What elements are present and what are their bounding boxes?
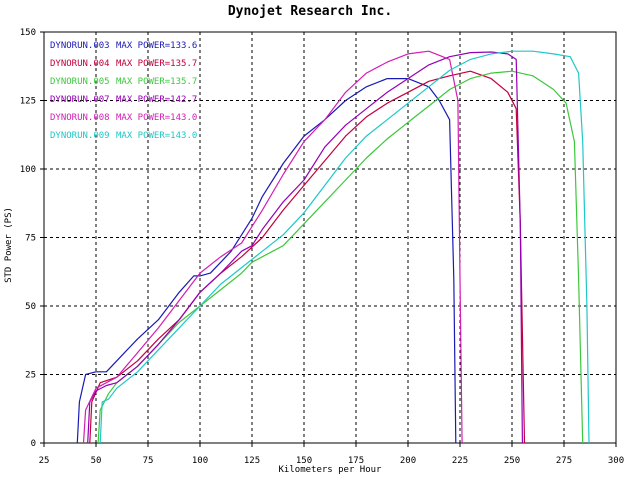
- legend-max-power: MAX POWER=143.0: [116, 131, 197, 141]
- series-line-dynorun-007: [87, 51, 523, 444]
- legend-series-name: DYNORUN.009: [50, 131, 110, 141]
- legend-max-power: MAX POWER=133.6: [116, 41, 197, 51]
- legend-max-power: MAX POWER=135.7: [116, 59, 197, 69]
- legend-series-name: DYNORUN.005: [50, 77, 110, 87]
- x-tick-label: 225: [452, 456, 468, 466]
- series-lines: [76, 50, 590, 444]
- legend-max-power: MAX POWER=143.0: [116, 113, 197, 123]
- y-tick-label: 150: [20, 28, 36, 38]
- y-tick-label: 125: [20, 97, 36, 107]
- x-tick-label: 25: [39, 456, 50, 466]
- legend-series-name: DYNORUN.008: [50, 113, 110, 123]
- series-line-dynorun-004: [89, 70, 526, 444]
- y-tick-label: 75: [25, 234, 36, 244]
- y-tick-label: 50: [25, 302, 36, 312]
- x-tick-label: 275: [556, 456, 572, 466]
- legend-series-name: DYNORUN.003: [50, 41, 110, 51]
- y-tick-label: 25: [25, 371, 36, 381]
- series-line-dynorun-005: [97, 70, 584, 444]
- x-tick-label: 300: [608, 456, 624, 466]
- x-tick-label: 50: [91, 456, 102, 466]
- y-tick-label: 0: [31, 439, 36, 449]
- x-tick-label: 200: [400, 456, 416, 466]
- x-axis-label: Kilometers per Hour: [279, 465, 383, 475]
- grid-lines: [44, 32, 616, 443]
- legend: DYNORUN.003 MAX POWER=133.6 DYNORUN.004 MAX…: [50, 41, 197, 141]
- series-line-dynorun-008: [82, 50, 463, 444]
- x-tick-label: 100: [192, 456, 208, 466]
- x-tick-label: 125: [244, 456, 260, 466]
- legend-max-power: MAX POWER=135.7: [116, 77, 197, 87]
- legend-series-name: DYNORUN.004: [50, 59, 110, 69]
- legend-series-name: DYNORUN.007: [50, 95, 110, 105]
- x-tick-label: 250: [504, 456, 520, 466]
- y-axis-label: STD Power (PS): [4, 207, 14, 283]
- x-tick-label: 150: [296, 456, 312, 466]
- axis-ticks: 25 50 75 100 125 150 175 200 225 250 275 3000255075…: [20, 28, 624, 466]
- legend-max-power: MAX POWER=142.7: [116, 95, 197, 105]
- chart-title: Dynojet Research Inc.: [228, 4, 392, 19]
- series-line-dynorun-009: [99, 50, 590, 444]
- series-line-dynorun-003: [76, 78, 457, 444]
- x-tick-label: 175: [348, 456, 364, 466]
- y-tick-label: 100: [20, 165, 36, 175]
- x-tick-label: 75: [143, 456, 154, 466]
